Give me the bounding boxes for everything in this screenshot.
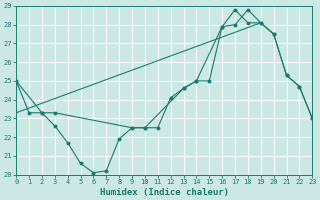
X-axis label: Humidex (Indice chaleur): Humidex (Indice chaleur) (100, 188, 229, 197)
